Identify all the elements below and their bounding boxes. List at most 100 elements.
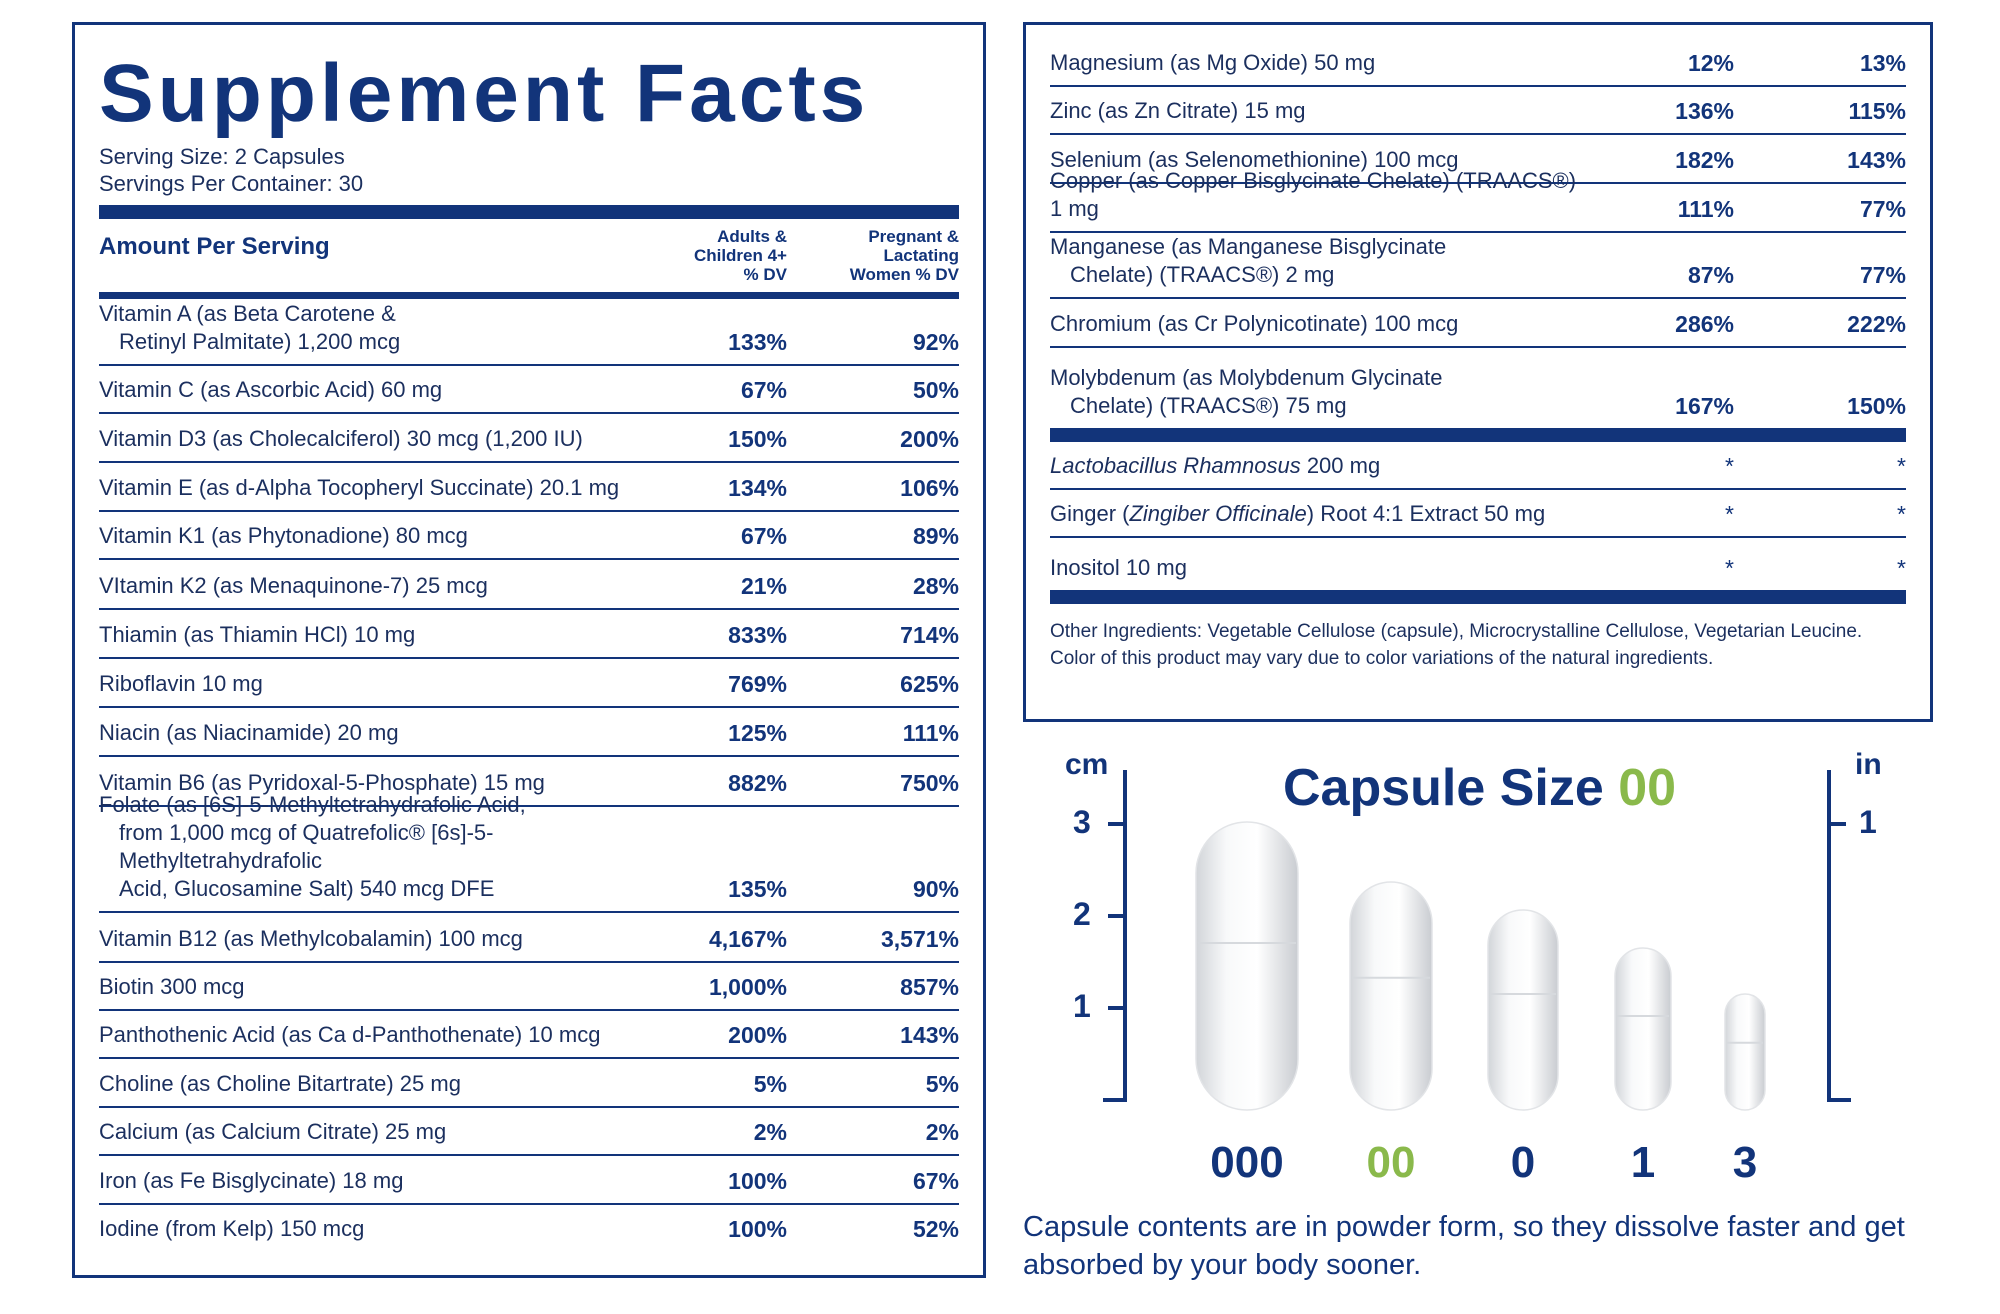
cm-tick-label-1: 1 (1073, 988, 1091, 1024)
dv-adults: 67% (740, 523, 787, 549)
dv-adults: 882% (728, 770, 787, 796)
cm-ruler-line (1103, 770, 1127, 1102)
dv-adults: 133% (728, 329, 787, 355)
capsule-size-ruler (1103, 770, 1851, 1111)
dv-adults: 87% (1687, 262, 1734, 288)
capsule-size-title: Capsule Size 00 (1283, 759, 1677, 817)
dv-adults: * (1725, 555, 1734, 581)
nutrient-name: Vitamin D3 (as Cholecalciferol) 30 mcg (… (99, 426, 583, 451)
nutrient-row: Vitamin E (as d-Alpha Tocopheryl Succina… (99, 463, 959, 512)
nutrient-name: Chromium (as Cr Polynicotinate) 100 mcg (1050, 311, 1459, 336)
dv-pregnant: 714% (900, 622, 959, 648)
divider-medium (99, 292, 959, 299)
dv-adults: 167% (1675, 393, 1734, 419)
dv-adults: 182% (1675, 147, 1734, 173)
nutrient-name: Vitamin K1 (as Phytonadione) 80 mcg (99, 523, 468, 548)
botanical-name: Ginger (Zingiber Officinale) Root 4:1 Ex… (1050, 501, 1546, 526)
dv-pregnant: 111% (902, 720, 959, 746)
dv-adults: 2% (753, 1119, 787, 1145)
col-pregnant-header: Pregnant & Lactating Women % DV (849, 227, 959, 284)
capsule-00 (1349, 881, 1433, 1111)
in-label: in (1855, 748, 1882, 781)
dv-adults: 21% (740, 573, 787, 599)
nutrient-name: Magnesium (as Mg Oxide) 50 mg (1050, 50, 1376, 75)
nutrient-name: Zinc (as Zn Citrate) 15 mg (1050, 98, 1306, 123)
nutrient-row: Folate (as [6S]-5-Methyltetrahydrafolic … (99, 792, 959, 913)
in-ruler-line (1827, 770, 1851, 1102)
dv-pregnant: 625% (900, 671, 959, 697)
dv-adults: 125% (728, 720, 787, 746)
serving-size: Serving Size: 2 Capsules (99, 144, 345, 169)
capsule-note: Capsule contents are in powder form, so … (1023, 1211, 1905, 1281)
nutrient-name: Selenium (as Selenomethionine) 100 mcg (1050, 147, 1459, 172)
nutrient-row: Thiamin (as Thiamin HCl) 10 mg 833% 714% (99, 610, 959, 659)
dv-pregnant: 143% (1847, 147, 1906, 173)
nutrient-name: Niacin (as Niacinamide) 20 mg (99, 720, 399, 745)
facts-header: Amount Per Serving Adults & Children 4+% … (99, 219, 959, 292)
nutrient-name: Folate (as [6S]-5-Methyltetrahydrafolic … (99, 792, 526, 901)
botanical-row: Lactobacillus Rhamnosus 200 mg * * (1050, 442, 1906, 490)
capsule-size-section: Capsule Size 00 cm in 3 2 1 1 000 00 0 1 3 C… (1023, 740, 1983, 1300)
nutrient-name: Iodine (from Kelp) 150 mcg (99, 1216, 365, 1241)
nutrient-list: Vitamin A (as Beta Carotene & Retinyl Pal… (99, 299, 959, 1251)
nutrient-row: Selenium (as Selenomethionine) 100 mcg 18… (1050, 135, 1906, 184)
in-tick-label-1: 1 (1859, 804, 1877, 840)
dv-adults: 135% (728, 876, 787, 902)
facts-title: Supplement Facts (99, 48, 870, 139)
nutrient-name: Vitamin B12 (as Methylcobalamin) 100 mcg (99, 926, 523, 951)
nutrient-name: Molybdenum (as Molybdenum Glycinate Chela… (1050, 365, 1443, 418)
dv-pregnant: 67% (912, 1168, 959, 1194)
nutrient-row: VItamin K2 (as Menaquinone-7) 25 mcg 21% 2… (99, 560, 959, 610)
nutrient-row: Vitamin B12 (as Methylcobalamin) 100 mcg… (99, 913, 959, 963)
capsule-size-accent: 00 (1618, 759, 1677, 817)
nutrient-name: Copper (as Copper Bisglycinate Chelate) … (1050, 168, 1577, 221)
nutrient-row: Molybdenum (as Molybdenum Glycinate Chela… (1050, 348, 1906, 428)
dv-pregnant: 89% (912, 523, 959, 549)
nutrient-name: Vitamin B6 (as Pyridoxal-5-Phosphate) 15… (99, 770, 545, 795)
nutrient-row: Niacin (as Niacinamide) 20 mg 125% 111% (99, 708, 959, 757)
dv-pregnant: 115% (1848, 98, 1906, 124)
dv-pregnant: 200% (900, 426, 959, 452)
dv-adults: 150% (728, 426, 787, 452)
nutrient-name: Vitamin E (as d-Alpha Tocopheryl Succina… (99, 475, 620, 500)
dv-pregnant: 90% (912, 876, 959, 902)
dv-adults: * (1725, 453, 1734, 479)
nutrient-row: Panthothenic Acid (as Ca d-Panthothenate… (99, 1011, 959, 1059)
capsule-3 (1724, 993, 1766, 1111)
nutrient-row: Vitamin C (as Ascorbic Acid) 60 mg 67% 50% (99, 366, 959, 414)
amount-per-serving: Amount Per Serving (99, 233, 330, 260)
nutrient-row: Biotin 300 mcg 1,000% 857% (99, 963, 959, 1011)
capsule-000 (1195, 821, 1299, 1111)
cm-tick-label-2: 2 (1073, 896, 1091, 932)
capsule-size-label: 1 (1630, 1138, 1656, 1187)
dv-adults: 111% (1677, 196, 1734, 222)
nutrient-row: Vitamin A (as Beta Carotene & Retinyl Pal… (99, 299, 959, 366)
divider-thick (99, 205, 959, 219)
nutrient-row: Riboflavin 10 mg 769% 625% (99, 659, 959, 708)
nutrient-name: Iron (as Fe Bisglycinate) 18 mg (99, 1168, 404, 1193)
dv-pregnant: 77% (1859, 262, 1906, 288)
nutrient-name: Choline (as Choline Bitartrate) 25 mg (99, 1071, 461, 1096)
supplement-facts-panel: Supplement Facts Serving Size: 2 Capsule… (72, 22, 986, 1278)
capsule-size-label: 000 (1210, 1138, 1284, 1187)
supplement-facts-continued-panel: Magnesium (as Mg Oxide) 50 mg 12% 13% Zinc … (1023, 22, 1933, 722)
nutrient-row: Manganese (as Manganese Bisglycinate Chel… (1050, 233, 1906, 299)
dv-adults: 1,000% (708, 974, 787, 1000)
dv-pregnant: 28% (912, 573, 959, 599)
botanical-name: Lactobacillus Rhamnosus 200 mg (1050, 453, 1381, 478)
dv-adults: 100% (728, 1168, 787, 1194)
dv-adults: * (1725, 501, 1734, 527)
dv-pregnant: 92% (912, 329, 959, 355)
col-adults-header: Adults & Children 4+% DV (693, 227, 787, 284)
cm-label: cm (1065, 748, 1109, 781)
capsule-size-label: 0 (1510, 1138, 1536, 1187)
dv-pregnant: 13% (1859, 50, 1906, 76)
dv-pregnant: 3,571% (880, 926, 959, 952)
capsule-0 (1487, 909, 1559, 1111)
nutrient-name: Manganese (as Manganese Bisglycinate Chel… (1050, 234, 1447, 287)
capsule-size-label: 3 (1732, 1138, 1758, 1187)
dv-adults: 4,167% (708, 926, 787, 952)
cm-tick-label-3: 3 (1073, 804, 1091, 840)
nutrient-name: Calcium (as Calcium Citrate) 25 mg (99, 1119, 447, 1144)
dv-pregnant: 2% (925, 1119, 959, 1145)
